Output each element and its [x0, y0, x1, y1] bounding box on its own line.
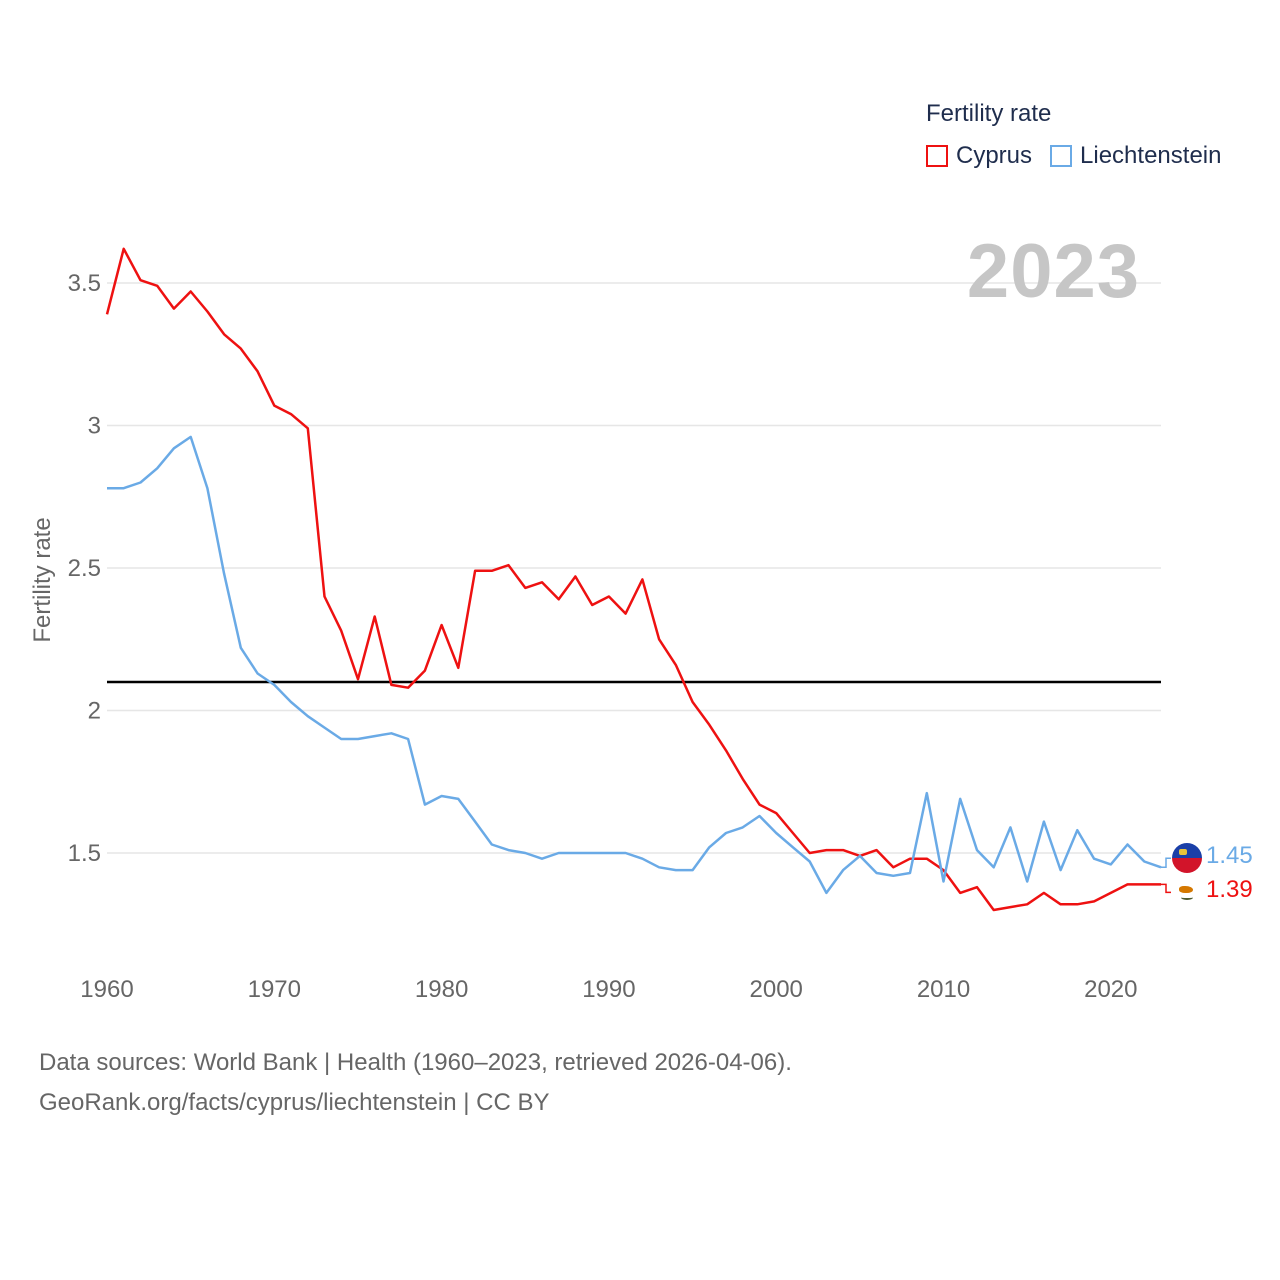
- y-tick-label: 1.5: [68, 840, 101, 867]
- legend-title: Fertility rate: [926, 100, 1052, 127]
- series-lines: [105, 247, 1162, 912]
- legend-label-liechtenstein: Liechtenstein: [1080, 142, 1222, 169]
- legend-label-cyprus: Cyprus: [956, 142, 1033, 169]
- liechtenstein-flag-icon: [1172, 843, 1202, 873]
- footer-link[interactable]: GeoRank.org/facts/cyprus/liechtenstein |…: [39, 1089, 550, 1116]
- legend-item-liechtenstein[interactable]: Liechtenstein: [1050, 142, 1221, 170]
- y-tick-label: 3: [88, 413, 101, 440]
- y-tick-label: 3.5: [68, 270, 101, 297]
- connector-cyprus: [1161, 883, 1171, 894]
- legend-item-cyprus[interactable]: Cyprus: [926, 142, 1032, 170]
- x-tick-label: 1960: [80, 976, 133, 1003]
- gridlines: [107, 282, 1161, 854]
- end-label-cyprus: 1.39: [1206, 876, 1253, 903]
- legend: Cyprus Liechtenstein: [926, 142, 1239, 170]
- y-tick-label: 2.5: [68, 555, 101, 582]
- x-tick-label: 2020: [1084, 976, 1137, 1003]
- y-tick-label: 2: [88, 698, 101, 725]
- series-line-cyprus: [105, 247, 1161, 912]
- year-badge: 2023: [966, 229, 1140, 314]
- x-tick-label: 2010: [917, 976, 970, 1003]
- footer: Data sources: World Bank | Health (1960–…: [39, 1043, 792, 1123]
- y-axis-ticks: 1.5 2 2.5 3 3.5: [68, 270, 101, 867]
- y-axis-label: Fertility rate: [29, 517, 56, 642]
- legend-swatch-cyprus: [926, 145, 948, 167]
- x-tick-label: 2000: [750, 976, 803, 1003]
- x-axis-ticks: 1960 1970 1980 1990 2000 2010 2020: [80, 976, 1137, 1003]
- x-tick-label: 1990: [582, 976, 635, 1003]
- cyprus-flag-icon: [1174, 879, 1200, 905]
- footer-sources: Data sources: World Bank | Health (1960–…: [39, 1049, 792, 1076]
- end-label-connectors: [1161, 857, 1171, 894]
- legend-swatch-liechtenstein: [1050, 145, 1073, 167]
- connector-liechtenstein: [1161, 857, 1171, 868]
- x-tick-label: 1970: [248, 976, 301, 1003]
- end-label-liechtenstein: 1.45: [1206, 842, 1253, 869]
- x-tick-label: 1980: [415, 976, 468, 1003]
- series-line-liechtenstein: [107, 435, 1162, 895]
